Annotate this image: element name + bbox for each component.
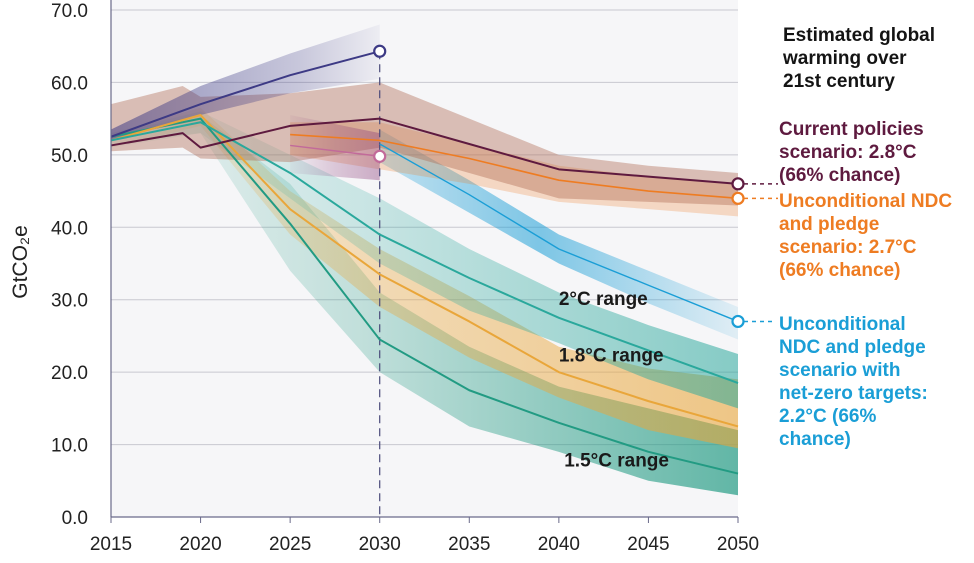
x-tick-label: 2025 xyxy=(269,534,311,555)
range-15c-line xyxy=(110,117,739,475)
historic-projection-line xyxy=(110,50,380,138)
net-zero-end-marker xyxy=(731,314,745,329)
pink-short-band xyxy=(290,115,380,181)
end-markers xyxy=(373,44,778,329)
uncertainty-bands xyxy=(111,24,738,496)
legend-current-policies: Current policies scenario: 2.8°C (66% ch… xyxy=(779,119,924,186)
y-tick-label: 0.0 xyxy=(62,508,88,529)
range-2c-label: 2°C range xyxy=(559,289,648,310)
y-tick-label: 10.0 xyxy=(51,436,88,457)
net-zero-band xyxy=(379,129,738,340)
y-tick-label: 70.0 xyxy=(51,1,88,22)
y-tick-label: 40.0 xyxy=(51,218,88,239)
y-tick-label: 60.0 xyxy=(51,73,88,94)
x-tick-label: 2020 xyxy=(179,534,221,555)
axes xyxy=(110,0,739,523)
x-tick-label: 2015 xyxy=(90,534,132,555)
tick-labels: 0.0 10.0 20.0 30.0 40.0 50.0 60.0 70.0 2015 2020 2… xyxy=(51,1,759,555)
y-tick-label: 50.0 xyxy=(51,146,88,167)
y-tick-label: 20.0 xyxy=(51,363,88,384)
range-2c-line xyxy=(110,121,739,384)
legend-ndc-pledge: Unconditional NDC and pledge scenario: 2… xyxy=(779,191,953,281)
pink-short-line xyxy=(290,144,380,158)
pink-short-end-marker xyxy=(373,149,387,163)
range-15c-label: 1.5°C range xyxy=(564,450,669,471)
range-2c-band xyxy=(111,111,738,409)
ndc-end-marker xyxy=(731,191,745,205)
x-tick-label: 2050 xyxy=(717,534,759,555)
historic-projection-end-marker xyxy=(373,44,387,58)
y-axis-label: GtCO₂e xyxy=(9,225,32,299)
ndc-line xyxy=(290,133,739,200)
x-tick-label: 2030 xyxy=(359,534,401,555)
current-policies-end-marker xyxy=(731,177,745,191)
x-tick-label: 2040 xyxy=(538,534,580,555)
current-policies-band xyxy=(111,82,738,206)
legend-title: Estimated global warming over 21st centu… xyxy=(783,25,936,92)
y-tick-label: 30.0 xyxy=(51,291,88,312)
legend-net-zero: Unconditional NDC and pledge scenario wi… xyxy=(779,314,928,450)
x-tick-label: 2035 xyxy=(448,534,490,555)
range-18c-label: 1.8°C range xyxy=(559,345,664,366)
x-tick-label: 2045 xyxy=(627,534,669,555)
series-lines xyxy=(110,50,739,475)
